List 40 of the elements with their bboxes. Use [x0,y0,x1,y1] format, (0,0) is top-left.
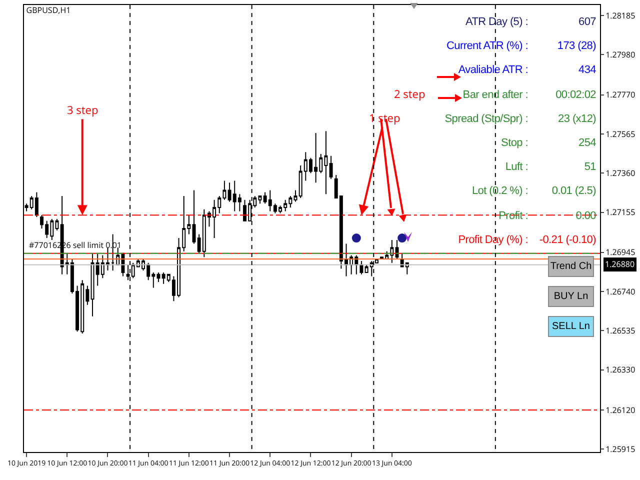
chart-title: GBPUSD,H1 [26,4,71,16]
annotation: 607 [578,16,596,28]
y-tick-label: 1.26120 [606,404,636,416]
annotation: 2 step [394,87,426,102]
annotation: Spread (Stp/Spr) : [444,112,528,125]
y-tick-label: 1.26740 [606,286,636,298]
y-tick-label: 1.27770 [606,90,636,101]
annotation: 0.01 (2.5) [552,185,596,198]
annotation: Luft : [505,161,528,174]
y-tick-label: 1.26945 [606,247,636,258]
annotation: Stop : [501,137,528,149]
y-tick-label: 1.27980 [606,49,636,60]
y-tick-label: 1.26330 [606,364,636,376]
annotation: Lot (0.2 %) : [472,185,528,198]
annotation: 00:02:02 [556,88,596,101]
annotation: 254 [578,137,596,149]
annotation: 3 step [67,103,98,118]
annotation: Trend Ch [548,256,594,277]
candlestick [360,260,364,275]
y-tick-label: 1.27155 [606,207,636,218]
annotation: BUY Ln [548,286,594,307]
y-tick-label: 1.25915 [606,444,636,455]
annotation: ATR Day (5) : [465,16,528,28]
ref-line-label: 1.26880 [605,259,635,270]
y-tick-label: 1.28185 [606,10,636,22]
annotation: 173 (28) [557,40,596,52]
annotation: 51 [584,161,596,174]
candlestick [329,155,333,180]
y-tick-label: 1.27565 [606,128,636,140]
candlestick [395,239,399,260]
y-tick-label: 1.26535 [606,326,636,336]
annotation: Current ATR (%) : [446,40,528,52]
annotation: 434 [578,64,596,76]
annotation: SELL Ln [548,316,594,337]
annotation: Bar end after : [462,88,528,101]
y-tick-label: 1.27360 [606,168,636,179]
annotation: Avaliable ATR : [458,64,528,76]
annotation: 23 (x12) [558,112,596,125]
annotation: -0.21 (-0.10) [539,234,596,246]
annotation: Profit Day (%) : [458,234,528,246]
